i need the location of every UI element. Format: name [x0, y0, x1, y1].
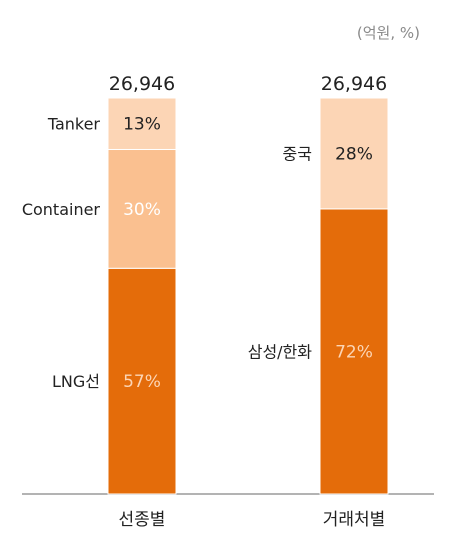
- segment-value-label: 30%: [123, 200, 161, 220]
- bar-segment: [107, 97, 177, 150]
- segment-name-label: Tanker: [47, 115, 101, 134]
- bar-segment: [107, 267, 177, 495]
- segment-value-label: 72%: [335, 342, 373, 362]
- bar-segment: [107, 148, 177, 269]
- unit-label: (억원, %): [357, 24, 420, 42]
- segment-value-label: 13%: [123, 115, 161, 135]
- bar-total-label: 26,946: [321, 73, 387, 95]
- segment-name-label: 중국: [283, 144, 312, 163]
- segment-value-label: 28%: [335, 144, 373, 164]
- bar-total-label: 26,946: [109, 73, 175, 95]
- bar-segment: [319, 97, 389, 210]
- category-label: 거래처별: [323, 510, 386, 530]
- segment-value-label: 57%: [123, 372, 161, 392]
- segment-name-label: 삼성/한화: [248, 342, 313, 361]
- category-label: 선종별: [119, 510, 166, 530]
- segment-name-label: Container: [22, 200, 101, 219]
- bar-segment: [319, 208, 389, 495]
- segment-name-label: LNG선: [52, 372, 100, 391]
